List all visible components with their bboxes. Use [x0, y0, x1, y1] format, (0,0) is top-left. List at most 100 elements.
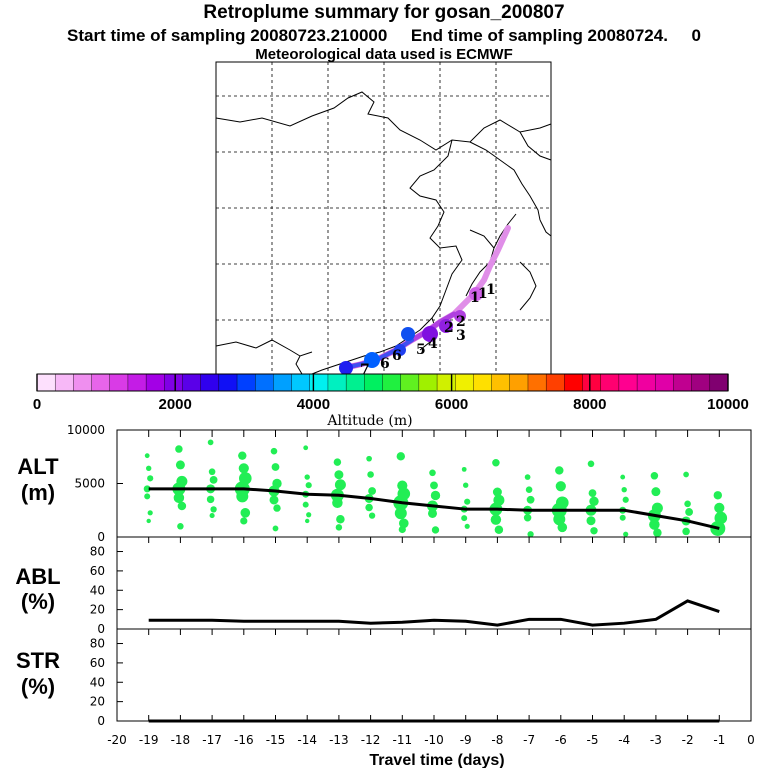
cluster-point: [397, 487, 411, 501]
x-axis: -20 -19 -18 -17 -16 -15 -14 -13 -12 -11 -10 -9 -8 -7-…: [107, 430, 755, 747]
colorbar-cell: [291, 373, 311, 392]
x-tick-label: -4: [618, 733, 630, 747]
x-tick-label: -17: [202, 733, 222, 747]
colorbar-tick-label: 10000: [707, 396, 749, 413]
colorbar-cell: [164, 373, 183, 392]
cluster-point: [365, 503, 373, 512]
cluster-point: [490, 514, 502, 525]
cluster-point: [394, 507, 407, 520]
sampling-times: Start time of sampling 20080723.210000 E…: [66, 26, 701, 45]
y-tick-label: 0: [97, 714, 105, 728]
colorbar-cell: [54, 373, 74, 392]
colorbar-cell: [309, 373, 329, 392]
x-tick-label: -6: [555, 733, 567, 747]
cluster-point: [685, 508, 693, 516]
traj-label: 2: [444, 320, 454, 336]
x-tick-label: -10: [424, 733, 444, 747]
cluster-point: [306, 512, 312, 518]
traj-label: 5: [416, 342, 426, 358]
abl-label: ABL: [15, 564, 60, 589]
x-tick-label: -20: [107, 733, 127, 747]
abl-series-line: [148, 599, 720, 627]
cluster-point: [714, 511, 728, 525]
cluster-point: [333, 458, 342, 466]
colorbar-cell: [527, 373, 547, 392]
cluster-point: [492, 487, 502, 497]
cluster-point: [209, 475, 218, 484]
colorbar-cell: [327, 373, 347, 392]
cluster-point: [430, 481, 438, 490]
colorbar-cell: [345, 373, 365, 392]
y-tick-label: 20: [90, 603, 105, 617]
cluster-point: [175, 445, 183, 453]
colorbar-cell: [455, 373, 474, 392]
y-tick-label: 10000: [67, 423, 105, 437]
cluster-point: [398, 525, 406, 534]
cluster-point: [653, 528, 662, 537]
cluster-point: [464, 498, 471, 505]
colorbar-cell: [618, 373, 638, 392]
cluster-point: [177, 523, 184, 530]
cluster-point: [206, 495, 215, 504]
colorbar-cell: [473, 373, 493, 392]
colorbar-cell: [436, 373, 456, 392]
colorbar-cell: [491, 373, 511, 392]
trajectory-path: [339, 225, 511, 375]
abl-unit: (%): [21, 589, 55, 614]
cluster-point: [240, 517, 248, 525]
cluster-point: [555, 466, 564, 475]
colorbar-cell: [273, 373, 293, 392]
x-tick-label: -12: [361, 733, 381, 747]
alt-label: ALT: [17, 454, 59, 479]
traj-label: 7: [360, 362, 370, 378]
cluster-point: [650, 472, 659, 480]
cluster-point: [305, 518, 310, 524]
y-tick-label: 5000: [74, 477, 105, 491]
cluster-point: [210, 506, 217, 513]
cluster-point: [176, 475, 188, 487]
cluster-point: [236, 490, 249, 503]
cluster-point: [144, 493, 151, 500]
colorbar-cell: [509, 373, 529, 392]
cluster-point: [713, 491, 722, 500]
cluster-point: [651, 502, 663, 514]
colorbar-cell: [691, 373, 711, 392]
colorbar-cell: [582, 373, 602, 392]
trajectory-labels: 1 1 1 2 2 3 4 5 6 6 7: [360, 282, 496, 378]
x-tick-label: -18: [171, 733, 191, 747]
colorbar-label: Altitude (m): [326, 413, 412, 429]
colorbar-cell: [709, 373, 729, 392]
cluster-point: [269, 495, 279, 505]
colorbar-cell: [127, 373, 147, 392]
y-tick-label: 60: [90, 656, 105, 670]
cluster-point: [464, 523, 470, 529]
y-tick-label: 20: [90, 695, 105, 709]
cluster-point: [270, 447, 278, 455]
x-tick-label: -1: [713, 733, 725, 747]
cluster-point: [175, 460, 185, 470]
meteorological-source: Meteorological data used is ECMWF: [255, 46, 513, 63]
cluster-point: [620, 474, 626, 480]
trajectory-map: 1 1 1 2 2 3 4 5 6 6 7: [215, 61, 552, 378]
colorbar-cell: [600, 373, 620, 392]
cluster-point: [399, 518, 409, 529]
traj-label: 6: [392, 348, 402, 364]
cluster-point: [684, 500, 691, 508]
cluster-point: [272, 478, 282, 489]
alt-series-line: [148, 487, 720, 530]
colorbar-cell: [36, 373, 56, 392]
cluster-point: [621, 487, 627, 493]
cluster-point: [619, 514, 626, 521]
cluster-point: [396, 452, 405, 461]
cluster-point: [271, 463, 280, 471]
cluster-point: [494, 525, 504, 534]
cluster-point: [368, 512, 376, 519]
colorbar-cell: [109, 373, 129, 392]
alt-panel: 0 5000 10000: [67, 423, 752, 544]
x-tick-label: -9: [460, 733, 472, 747]
cluster-point: [651, 487, 661, 497]
colorbar-tick-label: 0: [33, 396, 41, 413]
traj-label: 1: [478, 286, 488, 302]
colorbar-cell: [545, 373, 565, 392]
